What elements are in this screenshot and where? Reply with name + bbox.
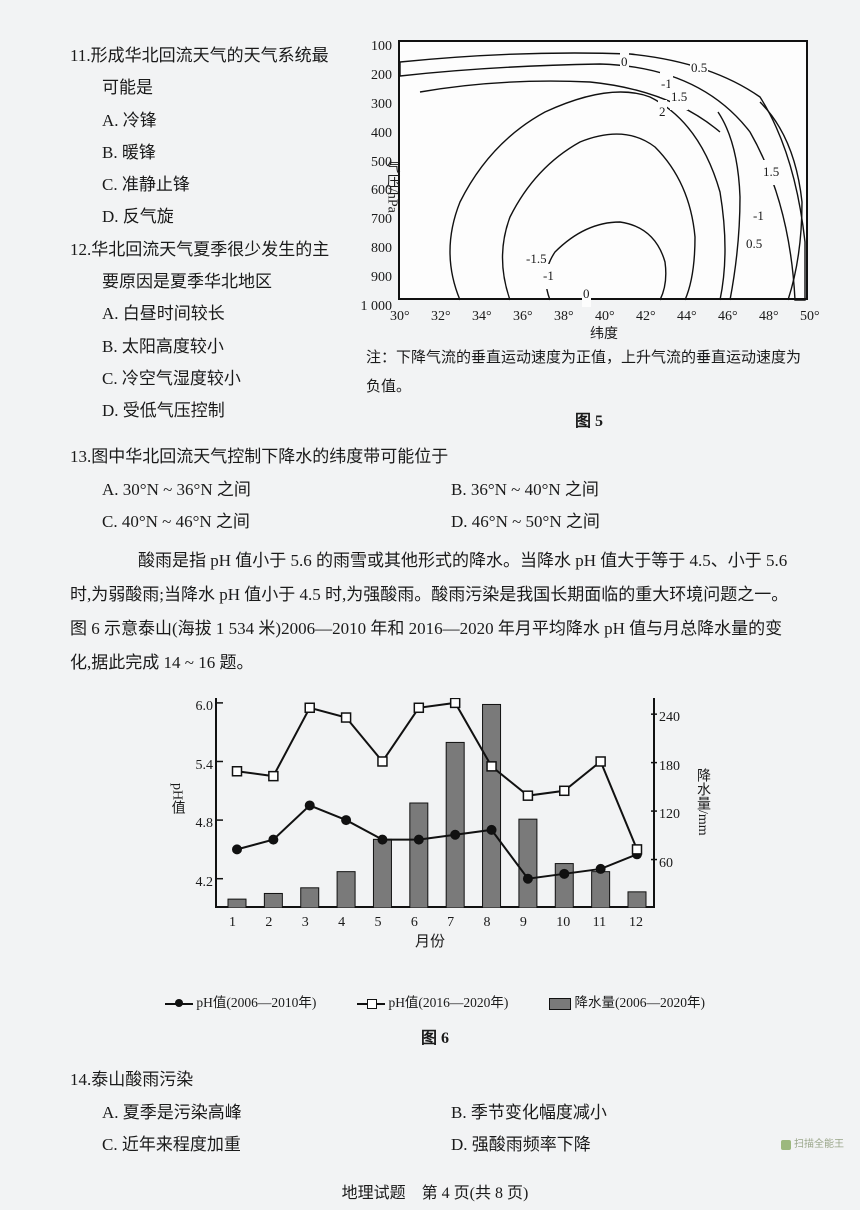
figure-6-caption: 图 6 [155, 1024, 715, 1054]
combo-chart [215, 698, 655, 908]
q12: 12.华北回流天气夏季很少发生的主 要原因是夏季华北地区 A. 白昼时间较长 B… [70, 234, 360, 428]
page-footer: 地理试题 第 4 页(共 8 页) [70, 1179, 800, 1209]
q13-opt-b: B. 36°N ~ 40°N 之间 [451, 474, 800, 506]
figure-6: pH值 降水量/mm 月份 1234567891011124.24.85.46.… [155, 688, 715, 1054]
q12-opt-a: A. 白昼时间较长 [70, 298, 360, 330]
q11-num: 11. [70, 46, 91, 65]
q12-opt-d: D. 受低气压控制 [70, 395, 360, 427]
watermark-icon [781, 1140, 791, 1150]
figure-5: 气压/hPa 纬度 1002003004005006007008009001 0… [360, 40, 808, 437]
q14-opt-b: B. 季节变化幅度减小 [451, 1097, 800, 1129]
x-axis-label-6: 月份 [415, 928, 445, 957]
q13: 13.图中华北回流天气控制下降水的纬度带可能位于 A. 30°N ~ 36°N … [70, 441, 800, 538]
watermark: 扫描全能王 [781, 1135, 844, 1154]
figure-5-caption: 图 5 [370, 407, 808, 437]
dot-marker-icon [165, 999, 193, 1009]
figure-6-legend: pH值(2006—2010年) pH值(2016—2020年) 降水量(2006… [155, 990, 715, 1016]
square-marker-icon [357, 999, 385, 1009]
q12-opt-b: B. 太阳高度较小 [70, 331, 360, 363]
q12-opt-c: C. 冷空气湿度较小 [70, 363, 360, 395]
questions-left-column: 11.形成华北回流天气的天气系统最 可能是 A. 冷锋 B. 暖锋 C. 准静止… [70, 40, 360, 437]
q14-opt-c: C. 近年来程度加重 [102, 1129, 451, 1161]
q13-opt-a: A. 30°N ~ 36°N 之间 [102, 474, 451, 506]
y1-axis-label: pH值 [163, 783, 190, 814]
q14-opt-d: D. 强酸雨频率下降 [451, 1129, 800, 1161]
figure-5-note: 注：下降气流的垂直运动速度为正值，上升气流的垂直运动速度为负值。 [366, 344, 808, 401]
q13-opt-c: C. 40°N ~ 46°N 之间 [102, 506, 451, 538]
q14-opt-a: A. 夏季是污染高峰 [102, 1097, 451, 1129]
q11-opt-c: C. 准静止锋 [70, 169, 360, 201]
q11-opt-b: B. 暖锋 [70, 137, 360, 169]
bar-marker-icon [549, 998, 571, 1010]
q13-opt-d: D. 46°N ~ 50°N 之间 [451, 506, 800, 538]
contour-chart: 气压/hPa 纬度 1002003004005006007008009001 0… [398, 40, 808, 300]
q14: 14.泰山酸雨污染 A. 夏季是污染高峰 B. 季节变化幅度减小 C. 近年来程… [70, 1064, 800, 1161]
q11-opt-d: D. 反气旋 [70, 201, 360, 233]
q11: 11.形成华北回流天气的天气系统最 可能是 A. 冷锋 B. 暖锋 C. 准静止… [70, 40, 360, 234]
passage-text: 酸雨是指 pH 值小于 5.6 的雨雪或其他形式的降水。当降水 pH 值大于等于… [70, 544, 800, 680]
q11-opt-a: A. 冷锋 [70, 105, 360, 137]
